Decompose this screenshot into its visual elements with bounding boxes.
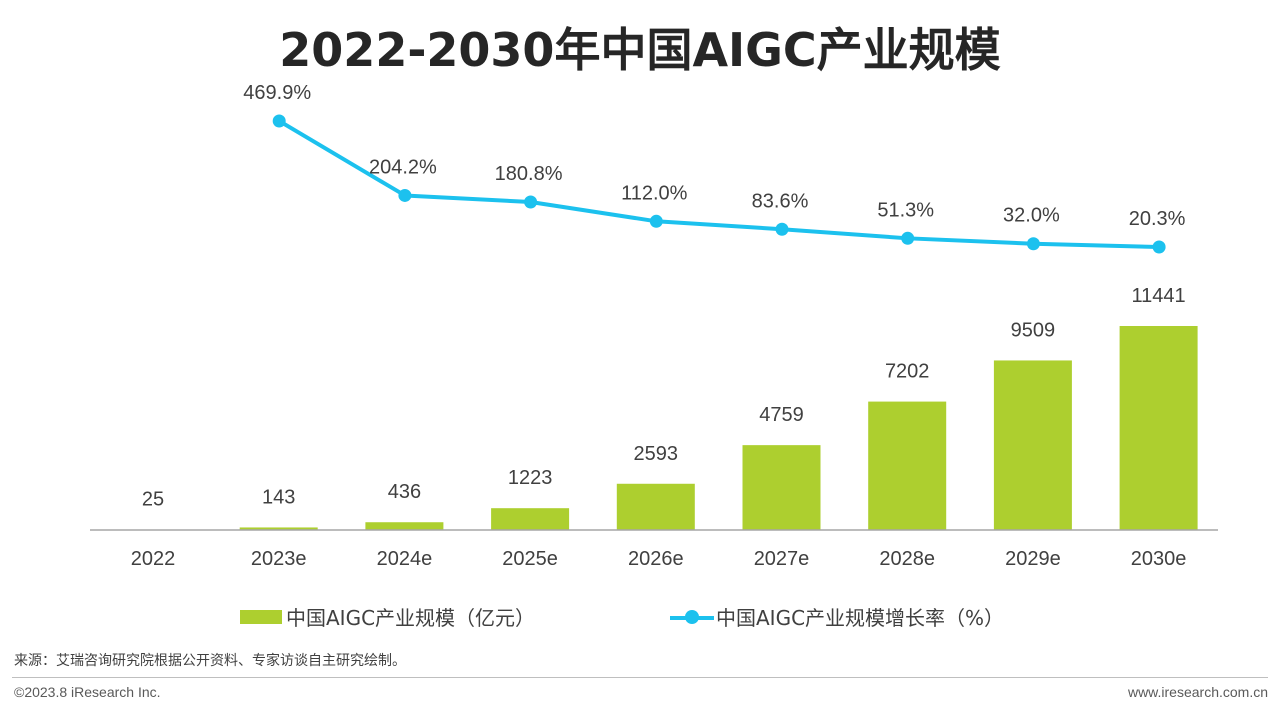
footer-divider — [12, 677, 1268, 678]
x-tick-label: 2030e — [1131, 548, 1187, 570]
legend-line-swatch — [670, 609, 714, 624]
growth-value-label: 20.3% — [1129, 208, 1186, 230]
bar-value-label: 1223 — [508, 467, 553, 489]
x-tick-label: 2025e — [502, 548, 558, 570]
bar-2029e — [993, 360, 1072, 530]
legend-line-marker — [685, 609, 699, 624]
x-tick-label: 2022 — [131, 548, 176, 570]
growth-point-2023e — [272, 114, 286, 128]
bar-2023e — [239, 527, 318, 530]
growth-value-label: 83.6% — [752, 190, 809, 212]
x-tick-label: 2028e — [879, 548, 935, 570]
growth-value-label: 32.0% — [1003, 205, 1060, 227]
bar-value-label: 436 — [388, 481, 421, 503]
growth-point-2030e — [1152, 240, 1166, 254]
chart-title: 2022-2030年中国AIGC产业规模 — [279, 23, 1001, 77]
growth-point-2027e — [775, 222, 789, 236]
x-tick-label: 2027e — [754, 548, 810, 570]
website-link[interactable]: www.iresearch.com.cn — [1127, 684, 1268, 700]
legend-item-line: 中国AIGC产业规模增长率（%） — [670, 602, 1004, 631]
growth-value-label: 51.3% — [877, 199, 934, 221]
x-tick-label: 2024e — [377, 548, 433, 570]
legend-line-label: 中国AIGC产业规模增长率（%） — [716, 606, 1005, 630]
bar-value-label: 25 — [142, 489, 164, 511]
growth-value-label: 204.2% — [369, 156, 437, 178]
legend-bar-label: 中国AIGC产业规模（亿元） — [286, 606, 536, 630]
growth-line — [278, 119, 1160, 249]
bar-value-label: 9509 — [1011, 319, 1056, 341]
bar-value-label: 11441 — [1132, 285, 1186, 307]
growth-value-label: 180.8% — [495, 163, 563, 185]
x-tick-label: 2026e — [628, 548, 684, 570]
growth-value-label: 112.0% — [621, 182, 688, 204]
copyright-text: ©2023.8 iResearch Inc. — [14, 684, 161, 700]
legend-item-bar: 中国AIGC产业规模（亿元） — [240, 602, 535, 631]
bar-2027e — [742, 445, 821, 530]
bar-value-label: 4759 — [759, 404, 804, 426]
bar-2025e — [491, 508, 570, 530]
bar-value-label: 7202 — [885, 361, 930, 383]
x-tick-label: 2029e — [1005, 548, 1061, 570]
growth-point-2024e — [398, 188, 412, 202]
growth-point-2029e — [1026, 237, 1040, 251]
chart-area: 25 143 436 1223 2593 4759 7202 9509 11441 2022 202… — [90, 82, 1218, 570]
bar-2026e — [616, 483, 695, 530]
x-tick-label: 2023e — [251, 548, 307, 570]
bar-value-label: 143 — [262, 486, 295, 508]
source-note: 来源：艾瑞咨询研究院根据公开资料、专家访谈自主研究绘制。 — [14, 653, 406, 669]
growth-value-label: 469.9% — [243, 82, 311, 104]
bar-2024e — [365, 522, 444, 530]
growth-point-2028e — [901, 231, 915, 245]
bar-value-label: 2593 — [634, 443, 679, 465]
legend-bar-swatch — [240, 609, 282, 624]
bar-2030e — [1119, 326, 1198, 530]
bar-2028e — [868, 401, 947, 530]
growth-point-2025e — [524, 195, 538, 209]
growth-point-2026e — [649, 214, 663, 228]
legend: 中国AIGC产业规模（亿元） 中国AIGC产业规模增长率（%） — [0, 602, 1280, 632]
